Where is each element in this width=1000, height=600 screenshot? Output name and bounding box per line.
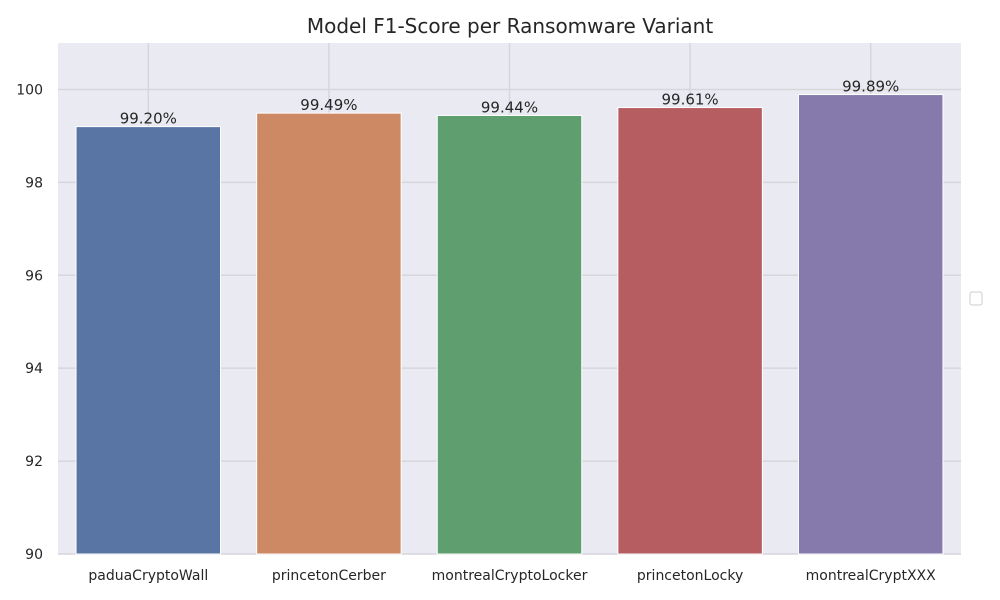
x-tick-label: paduaCryptoWall (88, 568, 208, 584)
bar-montrealCryptoLocker (436, 114, 583, 555)
y-tick-label: 90 (25, 547, 43, 563)
bar-value-label: 99.44% (481, 98, 538, 116)
x-tick-label: princetonCerber (272, 568, 386, 584)
legend (969, 291, 983, 306)
x-tick-labels: paduaCryptoWall princetonCerber montrealCr… (88, 568, 936, 584)
bar-value-label: 99.20% (120, 110, 177, 128)
y-tick-label: 100 (16, 82, 43, 98)
y-tick-labels: 90 92 94 96 98 100 (16, 82, 43, 563)
y-tick-label: 98 (25, 175, 43, 191)
y-tick-label: 92 (25, 454, 43, 470)
bar-value-label: 99.49% (300, 96, 357, 114)
x-tick-label: montrealCryptoLocker (432, 568, 588, 584)
bar-princetonLocky (617, 107, 763, 555)
bar-value-label: 99.89% (842, 78, 899, 96)
bar-value-label: 99.61% (661, 91, 718, 109)
bar-paduaCryptoWall (75, 126, 222, 555)
bar-value-labels: 99.20% 99.49% 99.44% 99.61% 99.89% (120, 78, 900, 128)
x-tick-label: montrealCryptXXX (806, 568, 936, 584)
x-tick-label: princetonLocky (637, 568, 743, 584)
chart-title: Model F1-Score per Ransomware Variant (307, 14, 713, 38)
legend-box (969, 291, 983, 306)
y-tick-label: 96 (25, 268, 43, 284)
bars (75, 94, 944, 555)
y-tick-label: 94 (25, 361, 43, 377)
bar-princetonCerber (256, 112, 402, 555)
bar-montrealCryptXXX (797, 94, 944, 555)
